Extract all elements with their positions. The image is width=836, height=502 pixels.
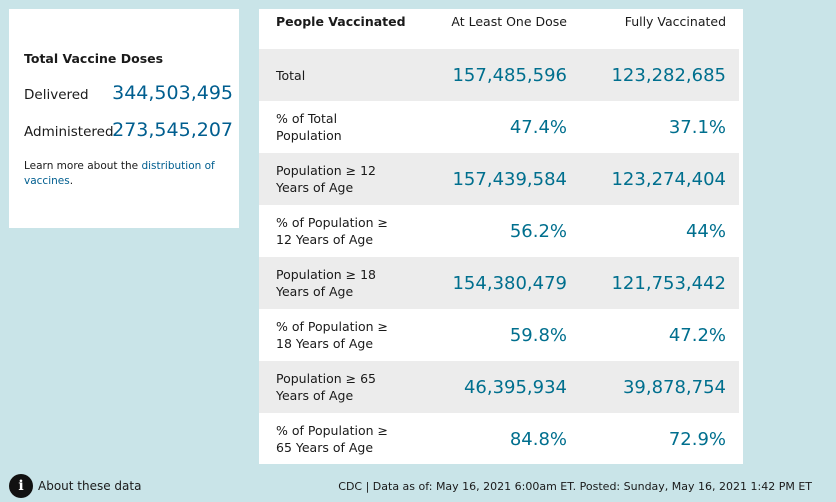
one-dose-value: 84.8% (509, 428, 567, 450)
fully-vaccinated-value: 123,274,404 (611, 168, 726, 190)
table-row: Population ≥ 18 Years of Age 154,380,479… (259, 257, 739, 309)
table-row: % of Population ≥ 18 Years of Age 59.8% … (259, 309, 739, 361)
info-icon[interactable]: i (9, 474, 33, 498)
fully-vaccinated-value: 123,282,685 (611, 64, 726, 86)
administered-label: Administered (24, 124, 114, 140)
delivered-value: 344,503,495 (112, 82, 233, 104)
delivered-label: Delivered (24, 87, 89, 103)
one-dose-value: 59.8% (509, 324, 567, 346)
fully-vaccinated-value: 44% (685, 220, 726, 242)
row-label: Population ≥ 12 Years of Age (276, 163, 376, 195)
people-vaccinated-table: People Vaccinated At Least One Dose Full… (259, 9, 743, 464)
data-source-note: CDC | Data as of: May 16, 2021 6:00am ET… (338, 480, 812, 493)
note-suffix: . (69, 175, 74, 187)
row-label: % of Total Population (276, 111, 342, 143)
table-row: Population ≥ 65 Years of Age 46,395,934 … (259, 361, 739, 413)
header-fully-vaccinated: Fully Vaccinated (624, 14, 726, 29)
row-label: Population ≥ 18 Years of Age (276, 267, 376, 299)
fully-vaccinated-value: 39,878,754 (622, 376, 726, 398)
administered-value: 273,545,207 (112, 119, 233, 141)
one-dose-value: 157,485,596 (452, 64, 567, 86)
fully-vaccinated-value: 72.9% (668, 428, 726, 450)
table-row: Population ≥ 12 Years of Age 157,439,584… (259, 153, 739, 205)
row-label: Population ≥ 65 Years of Age (276, 371, 376, 403)
fully-vaccinated-value: 121,753,442 (611, 272, 726, 294)
fully-vaccinated-value: 47.2% (668, 324, 726, 346)
one-dose-value: 46,395,934 (463, 376, 567, 398)
distribution-note: Learn more about the distribution of vac… (24, 159, 224, 189)
one-dose-value: 47.4% (509, 116, 567, 138)
row-label: Total (276, 67, 306, 83)
header-people-vaccinated: People Vaccinated (276, 14, 406, 29)
table-row: Total 157,485,596 123,282,685 (259, 49, 739, 101)
fully-vaccinated-value: 37.1% (668, 116, 726, 138)
about-these-data-button[interactable]: i About these data (9, 474, 141, 498)
one-dose-value: 56.2% (509, 220, 567, 242)
note-prefix: Learn more about the (24, 160, 142, 172)
vaccine-doses-card: Total Vaccine Doses Delivered 344,503,49… (9, 9, 239, 228)
row-label: % of Population ≥ 12 Years of Age (276, 215, 388, 247)
delivered-row: Delivered 344,503,495 (24, 82, 233, 106)
header-at-least-one-dose: At Least One Dose (451, 14, 567, 29)
table-header: People Vaccinated At Least One Dose Full… (259, 9, 743, 49)
table-row: % of Population ≥ 65 Years of Age 84.8% … (259, 413, 739, 465)
row-label: % of Population ≥ 18 Years of Age (276, 319, 388, 351)
table-row: % of Total Population 47.4% 37.1% (259, 101, 739, 153)
table-row: % of Population ≥ 12 Years of Age 56.2% … (259, 205, 739, 257)
administered-row: Administered 273,545,207 (24, 119, 233, 143)
one-dose-value: 157,439,584 (452, 168, 567, 190)
row-label: % of Population ≥ 65 Years of Age (276, 423, 388, 455)
table-body: Total 157,485,596 123,282,685 % of Total… (259, 49, 739, 465)
one-dose-value: 154,380,479 (452, 272, 567, 294)
about-these-data-label[interactable]: About these data (38, 479, 142, 493)
doses-title: Total Vaccine Doses (24, 51, 164, 66)
distribution-link[interactable]: distribution of vaccines (24, 160, 215, 187)
